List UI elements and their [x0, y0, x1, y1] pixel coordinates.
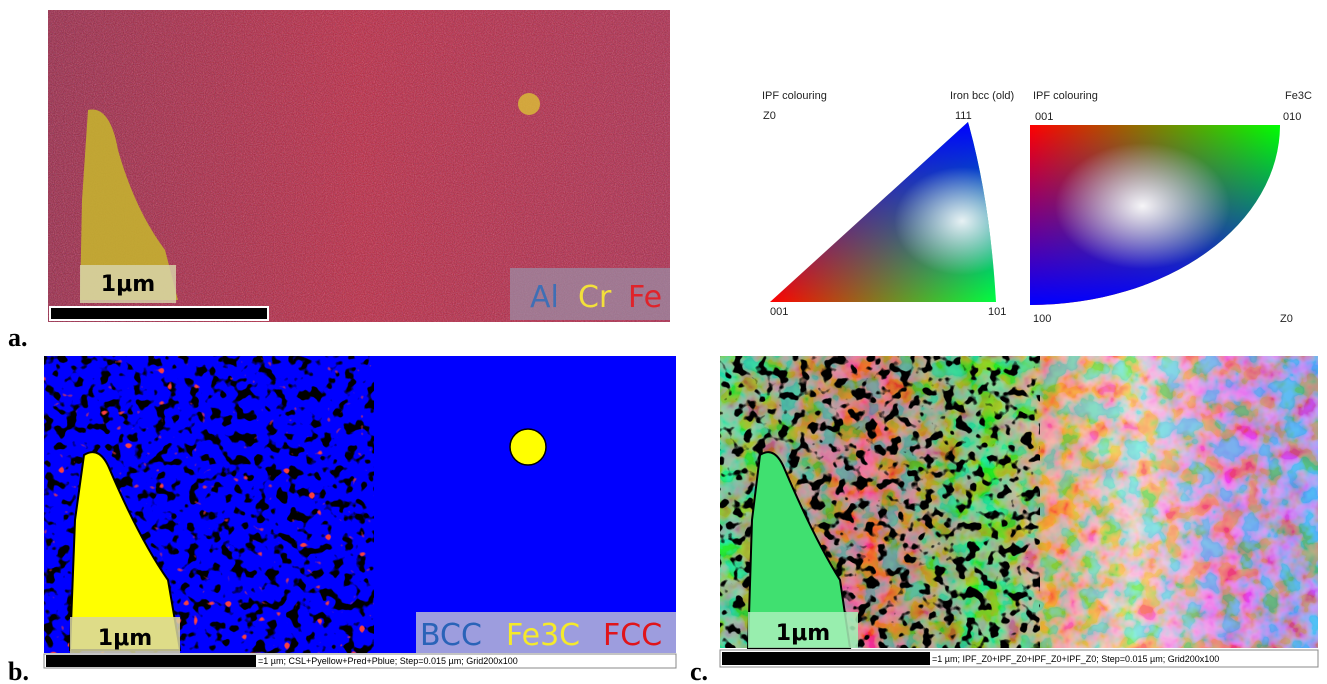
legend-cr: Cr: [578, 280, 612, 315]
scale-label: 1μm: [98, 626, 152, 651]
scale-bar: [50, 307, 268, 320]
caption: =1 µm; IPF_Z0+IPF_Z0+IPF_Z0+IPF_Z0; Step…: [932, 654, 1219, 664]
legend-bcc: BCC: [420, 618, 482, 653]
panel-label: b.: [8, 657, 29, 684]
legend-fcc: FCC: [603, 618, 662, 653]
legend-al: Al: [530, 280, 559, 315]
ipf-pole: 001: [770, 306, 788, 318]
scale-label: 1μm: [776, 621, 830, 646]
panel-label: a.: [8, 323, 28, 352]
panel-b: 1μm BCC Fe3C FCC =1 µm; CSL+Pyellow+Pred…: [8, 356, 676, 684]
figure: 1μm Al Cr Fe a. IPF colouring Iron bcc (…: [0, 0, 1327, 684]
ipf-pole: 111: [955, 110, 972, 122]
scale-bar: [722, 652, 930, 665]
ipf-key-bcc: IPF colouring Iron bcc (old) Z0 111 001 …: [762, 90, 1014, 318]
ipf-phase: Iron bcc (old): [950, 90, 1014, 102]
ipf-pole: 001: [1035, 111, 1053, 123]
fe3c-particle: [510, 429, 546, 465]
panel-c: 1μm =1 µm; IPF_Z0+IPF_Z0+IPF_Z0+IPF_Z0; …: [690, 356, 1318, 684]
ipf-key-fe3c: IPF colouring Fe3C 001 010 100 Z0: [1030, 90, 1312, 325]
legend-fe3c: Fe3C: [506, 618, 580, 653]
ipf-direction: Z0: [763, 110, 776, 122]
ipf-triangle-white: [770, 122, 996, 302]
caption: =1 µm; CSL+Pyellow+Pred+Pblue; Step=0.01…: [258, 656, 518, 666]
ipf-pole: 101: [988, 306, 1006, 318]
scale-bar: [46, 655, 256, 667]
ipf-phase: Fe3C: [1285, 90, 1312, 102]
legend-fe: Fe: [628, 280, 662, 315]
panel-label: c.: [690, 657, 708, 684]
ipf-title: IPF colouring: [1033, 90, 1098, 102]
carbide-particle: [518, 93, 540, 115]
ipf-direction: Z0: [1280, 313, 1293, 325]
ipf-title: IPF colouring: [762, 90, 827, 102]
ipf-quadrant-white: [1030, 125, 1280, 305]
ipf-pole: 010: [1283, 111, 1301, 123]
scale-label: 1μm: [101, 272, 155, 297]
panel-a: 1μm Al Cr Fe a.: [8, 10, 670, 352]
ipf-pole: 100: [1033, 313, 1051, 325]
